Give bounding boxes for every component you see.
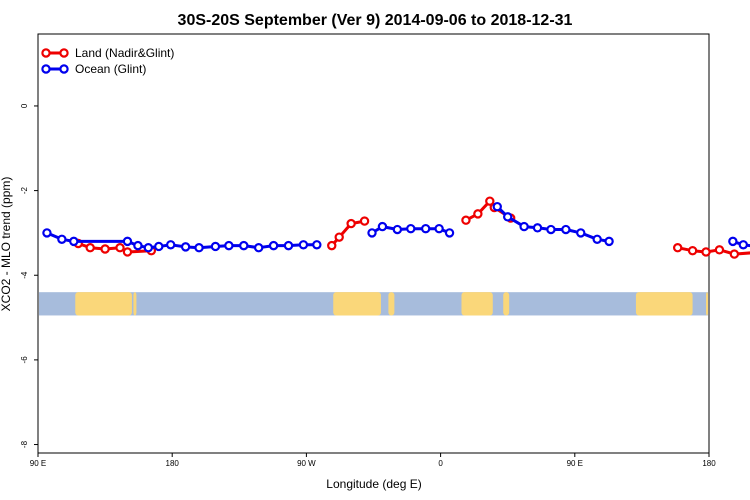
data-point xyxy=(714,245,725,255)
data-point xyxy=(122,247,133,257)
data-point xyxy=(359,216,370,226)
legend-label: Ocean (Glint) xyxy=(75,62,146,76)
data-point xyxy=(592,234,602,244)
data-point xyxy=(561,224,571,235)
y-axis: 0 -2 -4 -6 -8 xyxy=(20,103,38,448)
data-point xyxy=(115,243,125,253)
data-point xyxy=(224,240,234,251)
data-point xyxy=(154,241,164,252)
data-point xyxy=(473,209,483,219)
land-mass xyxy=(461,292,493,316)
data-point xyxy=(122,236,133,247)
data-point xyxy=(728,236,738,247)
data-point xyxy=(461,215,471,225)
data-point xyxy=(346,218,356,229)
data-point xyxy=(334,232,344,242)
x-tick-label: 90 W xyxy=(297,459,316,468)
chart-title: 30S-20S September (Ver 9) 2014-09-06 to … xyxy=(178,12,573,29)
data-point xyxy=(268,240,279,251)
data-point xyxy=(194,243,204,253)
data-point xyxy=(444,228,455,238)
x-tick-label: 90 E xyxy=(567,459,583,468)
x-tick-label: 0 xyxy=(438,459,443,468)
y-axis-label: XCO2 - MLO trend (ppm) xyxy=(0,177,13,312)
x-tick-label: 90 E xyxy=(30,459,46,468)
legend-marker xyxy=(41,48,51,58)
data-point xyxy=(69,236,79,247)
y-tick-label: -4 xyxy=(20,271,29,279)
land-mass xyxy=(333,292,381,316)
land-mass xyxy=(75,292,132,316)
data-point xyxy=(485,196,495,206)
data-point xyxy=(392,224,403,235)
data-point xyxy=(377,221,388,232)
x-tick-label: 180 xyxy=(702,459,716,468)
series-layer xyxy=(42,196,750,259)
legend-marker xyxy=(41,64,51,74)
legend: Land (Nadir&Glint) Ocean (Glint) xyxy=(41,46,174,76)
data-point xyxy=(604,236,614,247)
land-ocean-strip xyxy=(39,292,708,316)
land-mass xyxy=(503,292,510,316)
data-point xyxy=(546,224,556,235)
legend-marker xyxy=(59,48,69,58)
data-point xyxy=(312,240,322,250)
data-point xyxy=(298,240,309,250)
y-tick-label: -2 xyxy=(20,186,29,194)
data-point xyxy=(532,223,543,233)
data-point xyxy=(210,241,221,252)
data-point xyxy=(166,240,176,250)
data-point xyxy=(687,245,698,256)
data-point xyxy=(57,234,67,244)
data-point xyxy=(85,243,95,253)
y-tick-label: -8 xyxy=(20,440,29,448)
x-tick-label: 180 xyxy=(166,459,180,468)
data-point xyxy=(729,249,740,259)
data-point xyxy=(42,228,52,238)
data-point xyxy=(492,201,502,212)
data-point xyxy=(239,240,249,251)
data-point xyxy=(420,223,431,234)
data-point xyxy=(367,228,377,238)
land-mass xyxy=(635,292,693,316)
series-line xyxy=(496,205,610,243)
data-point xyxy=(672,243,683,253)
data-point xyxy=(701,247,711,257)
x-axis-label: Longitude (deg E) xyxy=(326,477,421,491)
data-point xyxy=(519,221,529,232)
data-point xyxy=(503,212,513,222)
legend-marker xyxy=(59,64,69,74)
data-point xyxy=(283,240,294,251)
data-point xyxy=(576,228,586,238)
data-point xyxy=(738,240,748,250)
data-point xyxy=(253,243,264,253)
data-point xyxy=(133,240,143,251)
data-point xyxy=(180,242,191,252)
land-mass xyxy=(706,292,708,316)
series-ocean xyxy=(42,201,750,253)
data-point xyxy=(327,240,337,251)
x-axis: 90 E 180 90 W 0 90 E 180 xyxy=(30,453,716,468)
land-mass xyxy=(133,292,137,316)
y-tick-label: -6 xyxy=(20,356,29,364)
legend-label: Land (Nadir&Glint) xyxy=(75,46,174,60)
y-tick-label: 0 xyxy=(20,103,29,108)
plot-frame xyxy=(37,33,710,454)
series-line xyxy=(732,239,750,248)
data-point xyxy=(100,244,110,254)
series-line xyxy=(330,219,365,247)
data-point xyxy=(434,223,444,234)
data-point xyxy=(406,223,416,234)
land-mass xyxy=(388,292,395,316)
data-point xyxy=(143,243,154,253)
